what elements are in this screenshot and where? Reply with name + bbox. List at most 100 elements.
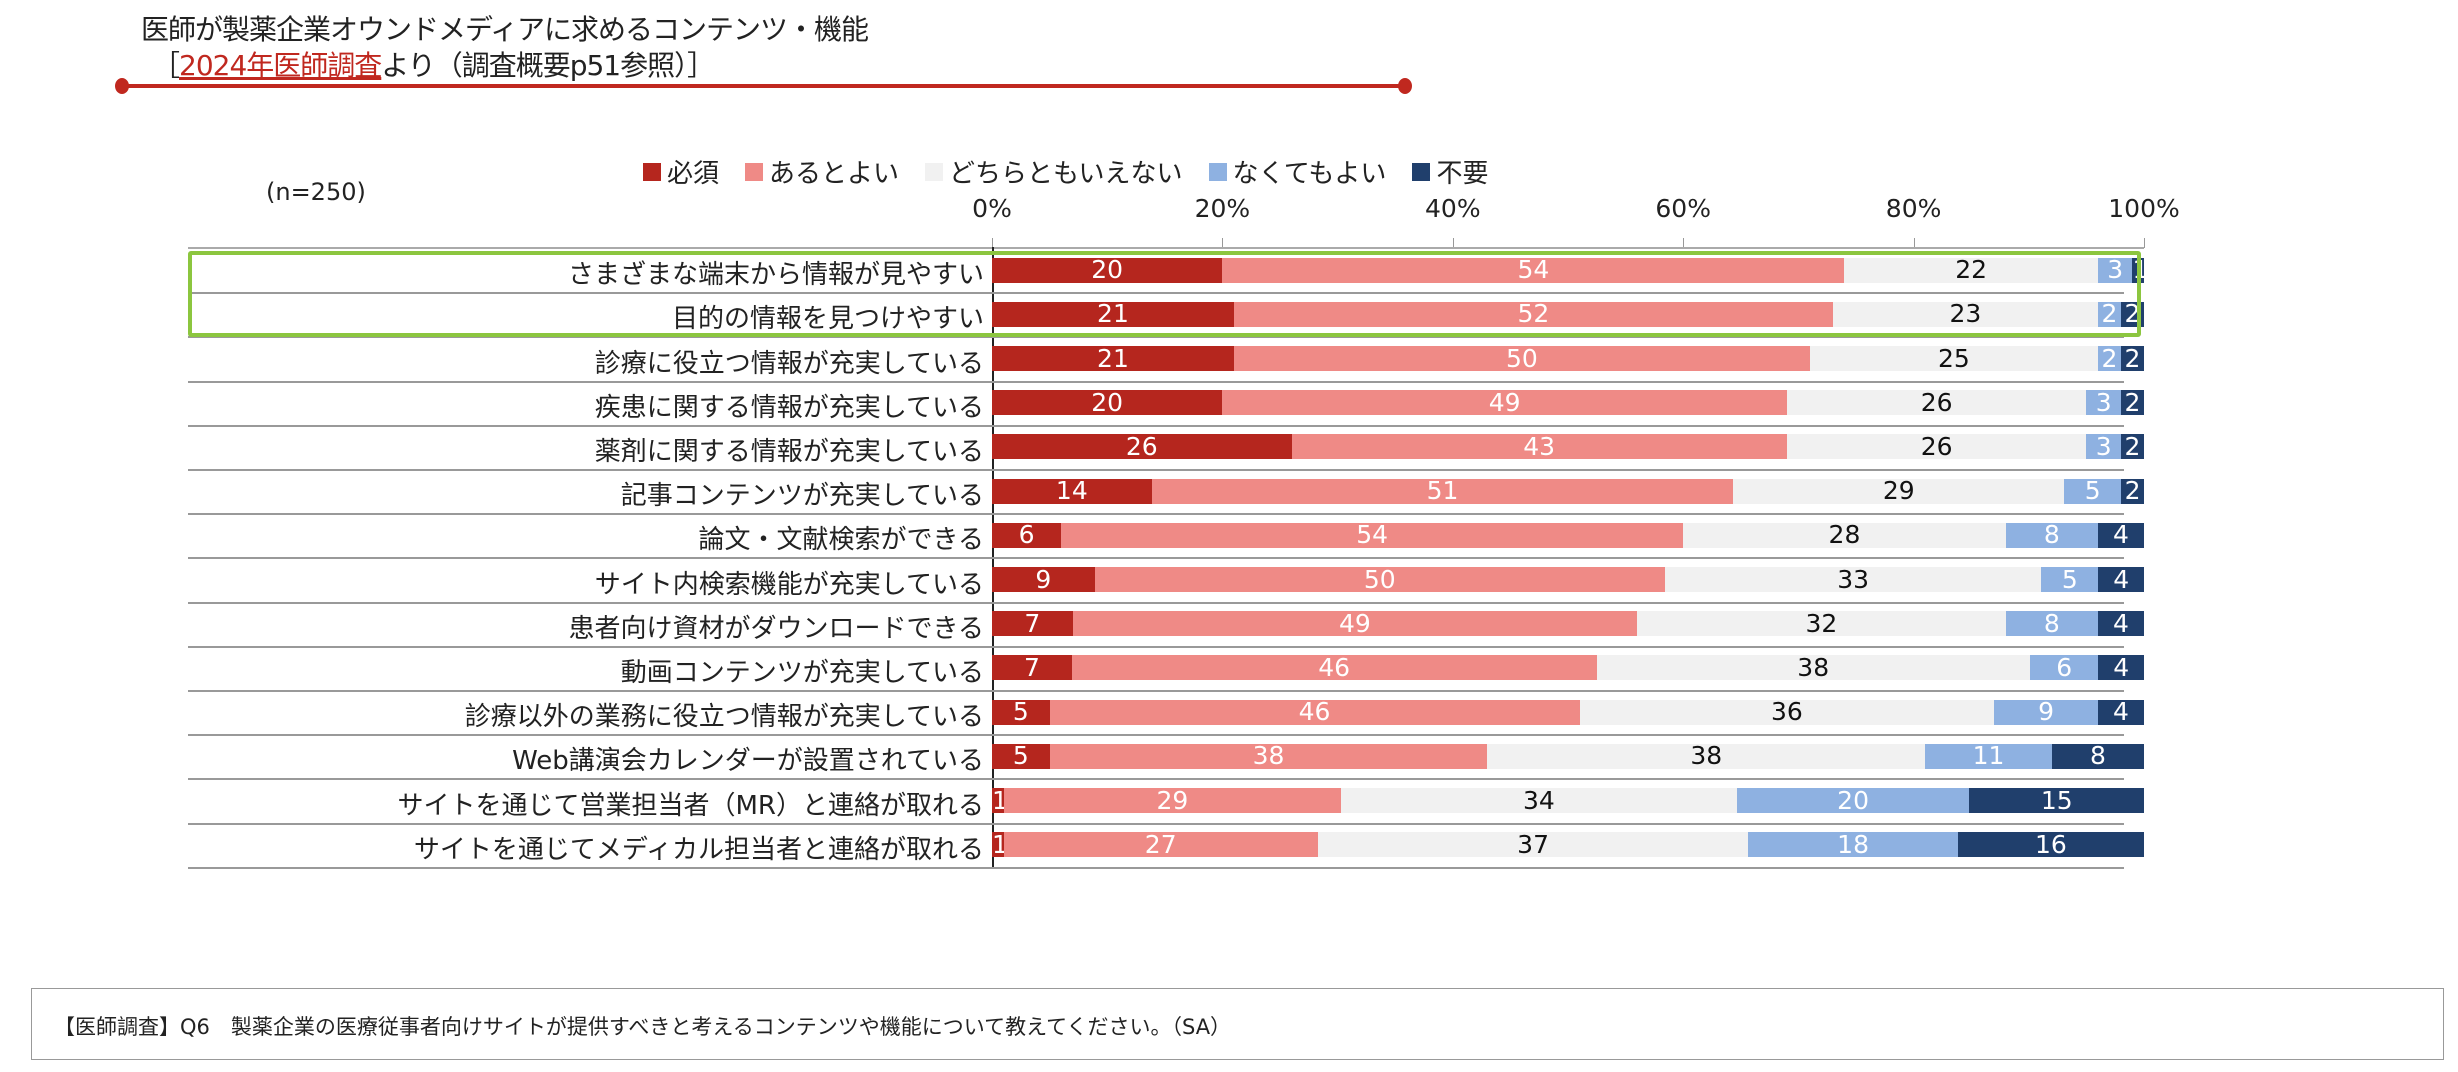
bar-segment	[1061, 522, 1684, 548]
bar-segment	[1049, 699, 1580, 725]
row-divider	[188, 469, 2124, 471]
row-divider	[188, 690, 2124, 692]
legend-item: なくてもよい	[1208, 153, 1386, 190]
legend-label: どちらともいえない	[949, 159, 1183, 189]
data-label: 54	[1517, 255, 1550, 285]
row-divider	[188, 380, 2124, 383]
x-tick-mark	[992, 238, 993, 248]
data-label: 37	[1517, 829, 1549, 859]
bar-segment	[992, 699, 1050, 725]
bar-segment	[1969, 788, 2144, 813]
bar-segment	[1809, 346, 2098, 371]
x-tick-label: 20%	[1194, 194, 1251, 223]
bar-segment	[1222, 257, 1845, 283]
x-tick-mark	[1452, 238, 1454, 248]
x-tick-label: 0%	[972, 194, 1012, 223]
data-label: 26	[1920, 387, 1953, 417]
bar-segment	[2029, 655, 2099, 681]
legend-swatch	[1412, 162, 1431, 181]
bar-segment	[1786, 434, 2087, 460]
bar-segment	[992, 301, 1234, 327]
bar-segment	[2098, 567, 2144, 592]
legend-label: 不要	[1436, 159, 1489, 189]
legend-item: あるとよい	[745, 153, 899, 190]
data-label: 14	[1055, 476, 1088, 506]
bar-segment	[1094, 567, 1665, 592]
data-label: 20	[1091, 387, 1124, 417]
bar-segment	[1994, 699, 2098, 725]
data-label: 25	[1938, 343, 1970, 373]
data-label: 9	[2038, 697, 2055, 727]
bar-segment	[992, 832, 1004, 858]
bar-segment	[1233, 301, 1833, 327]
bar-segment	[992, 611, 1073, 637]
row-divider	[188, 601, 2124, 604]
x-tick-mark	[1222, 238, 1224, 248]
bar-segment	[1844, 257, 2098, 283]
row-divider	[188, 292, 2124, 295]
data-label: 29	[1156, 785, 1189, 815]
bar-segment	[1957, 832, 2144, 858]
data-label: 3	[2107, 255, 2124, 285]
data-label: 5	[2084, 476, 2101, 506]
sample-size: (n=250)	[266, 178, 366, 206]
bar-segment	[2097, 257, 2133, 283]
bar-segment	[1151, 478, 1734, 504]
data-label: 50	[1363, 564, 1396, 594]
data-label: 22	[1955, 255, 1988, 285]
category-label: 記事コンテンツが充実している	[620, 481, 984, 512]
row-divider	[188, 866, 2124, 869]
bracket-open: ［	[152, 49, 180, 82]
bar-segment	[992, 655, 1072, 681]
legend-label: 必須	[667, 159, 720, 189]
source-note: より（調査概要p51参照）］	[381, 49, 715, 82]
data-label: 26	[1125, 431, 1158, 461]
bar-segment	[2120, 346, 2144, 371]
data-label: 2	[2124, 343, 2141, 373]
data-label: 2	[2101, 299, 2118, 329]
bar-segment	[1003, 788, 1342, 813]
data-label: 54	[1356, 520, 1389, 550]
category-label: サイト内検索機能が充実している	[594, 569, 984, 600]
category-label: Web講演会カレンダーが設置されている	[512, 746, 984, 777]
data-label: 38	[1252, 741, 1285, 771]
category-label: 動画コンテンツが充実している	[620, 657, 984, 688]
bar-segment	[1637, 611, 2006, 637]
bar-segment	[1003, 832, 1318, 858]
bar-segment	[2041, 567, 2099, 592]
category-label: 論文・文献検索ができる	[698, 525, 984, 556]
bar-segment	[992, 743, 1050, 769]
survey-link[interactable]: 2024年医師調査	[179, 49, 382, 82]
category-label: 患者向け資材がダウンロードできる	[568, 613, 984, 644]
data-label: 9	[1035, 564, 1052, 594]
data-label: 46	[1298, 697, 1331, 727]
bar-segment	[1596, 655, 2030, 681]
bar-segment	[1579, 699, 1995, 725]
x-tick-label: 60%	[1655, 194, 1711, 223]
data-label: 15	[2040, 785, 2073, 815]
data-label: 4	[2112, 697, 2129, 727]
legend: 必須 あるとよい どちらともいえない なくてもよい 不要	[643, 153, 1488, 190]
bar-segment	[992, 257, 1223, 283]
row-divider	[188, 336, 2124, 339]
bar-segment	[1748, 832, 1958, 858]
category-label: 薬剤に関する情報が充実している	[594, 436, 984, 467]
data-label: 46	[1318, 652, 1351, 682]
bar-segment	[2097, 301, 2121, 327]
x-axis-line	[188, 247, 2144, 249]
data-label: 2	[2124, 387, 2141, 417]
bar-segment	[2064, 478, 2122, 504]
data-label: 49	[1338, 608, 1371, 638]
data-label: 33	[1837, 564, 1870, 594]
bar-segment	[1664, 567, 2042, 592]
bar-segment	[992, 390, 1223, 416]
legend-swatch	[643, 162, 661, 181]
question-text: 【医師調査】Q6 製薬企業の医療従事者向けサイトが提供すべきと考えるコンテンツや…	[54, 1015, 1232, 1039]
data-label: 20	[1091, 255, 1124, 285]
bar-segment	[2098, 655, 2144, 681]
row-divider	[188, 822, 2124, 825]
bar-segment	[2005, 611, 2098, 637]
bar-segment	[1049, 743, 1488, 769]
data-label: 2	[2124, 299, 2141, 329]
data-label: 5	[1012, 697, 1029, 727]
